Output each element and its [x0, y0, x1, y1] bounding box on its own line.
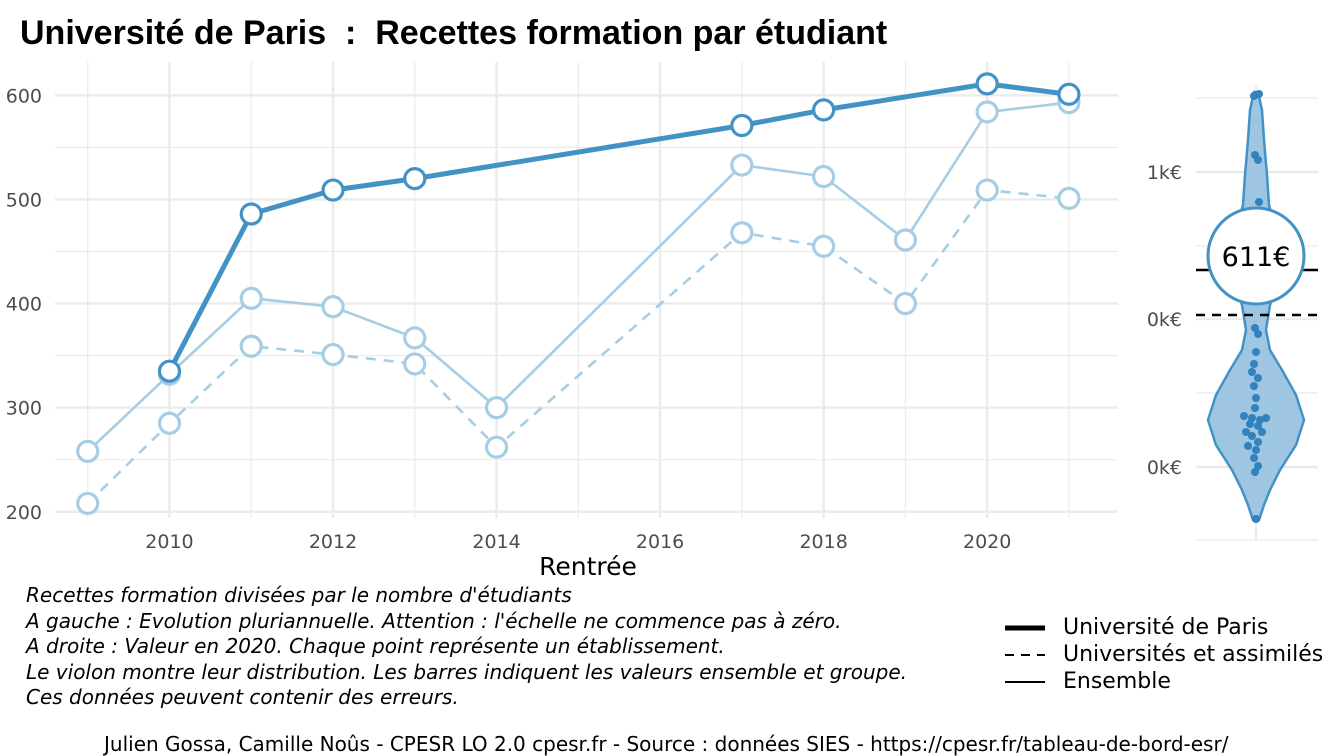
caption-line: A droite : Valeur en 2020. Chaque point …	[26, 634, 725, 658]
legend-item-universites: Universités et assimilés	[1005, 641, 1323, 668]
data-point	[975, 100, 999, 124]
violin-point	[1255, 198, 1263, 206]
data-point	[321, 295, 345, 319]
data-point	[730, 221, 754, 245]
caption-line: Recettes formation divisées par le nombr…	[26, 583, 572, 607]
data-point	[403, 352, 427, 376]
data-point	[321, 342, 345, 367]
caption-line: A gauche : Evolution pluriannuelle. Atte…	[26, 608, 842, 633]
violin-point	[1250, 92, 1258, 100]
data-point	[157, 411, 182, 435]
legend-label: Université de Paris	[1063, 615, 1269, 640]
y-tick-label: 300	[6, 398, 42, 420]
data-point	[1057, 186, 1081, 210]
chart-title: Université de Paris : Recettes formation…	[20, 14, 888, 52]
data-point	[812, 234, 836, 258]
violin-point	[1254, 422, 1262, 430]
violin-point	[1254, 330, 1262, 338]
data-point	[239, 286, 263, 310]
violin-point	[1240, 412, 1248, 420]
violin-point	[1250, 360, 1258, 368]
legend-item-ensemble: Ensemble	[1005, 668, 1323, 695]
data-point	[893, 228, 918, 252]
violin-tick-label: 1k€	[1147, 162, 1182, 184]
data-point	[975, 72, 999, 96]
violin-points	[1240, 90, 1270, 523]
violin-point	[1252, 348, 1260, 356]
data-point	[812, 164, 836, 189]
violin-point	[1252, 446, 1260, 454]
violin-point	[1252, 394, 1260, 402]
data-point	[1057, 82, 1081, 106]
caption-line: Ces données peuvent contenir des erreurs…	[26, 685, 459, 709]
data-point	[239, 334, 263, 358]
y-tick-label: 200	[6, 502, 42, 524]
violin-point	[1242, 428, 1250, 436]
legend-key-thick	[1005, 622, 1045, 634]
violin-point	[1262, 414, 1270, 422]
data-point	[239, 202, 263, 226]
violin-tick-label: 0k€	[1147, 309, 1182, 331]
violin-point	[1254, 374, 1262, 382]
violin-point	[1250, 382, 1258, 390]
data-point	[730, 113, 754, 138]
caption: Recettes formation divisées par le nombr…	[26, 583, 907, 711]
violin-point	[1251, 404, 1259, 412]
legend-label: Ensemble	[1063, 669, 1171, 694]
violin-point	[1254, 438, 1262, 446]
legend-item-universite: Université de Paris	[1005, 614, 1323, 641]
data-point	[76, 439, 100, 463]
data-point	[484, 396, 509, 420]
line-series-group	[76, 72, 1081, 516]
legend-key-dashed	[1005, 649, 1045, 661]
x-tick-label: 2014	[472, 531, 520, 553]
violin-panel: 1k€ 0k€ 0k€ 611€	[1147, 85, 1318, 541]
violin-point	[1244, 442, 1252, 450]
y-tick-label: 400	[6, 294, 42, 316]
violin-point	[1248, 432, 1256, 440]
highlight-label: 611€	[1222, 242, 1291, 273]
series-dashed	[76, 178, 1081, 516]
violin-point	[1252, 515, 1260, 523]
violin-point	[1248, 368, 1256, 376]
x-tick-label: 2012	[309, 531, 357, 553]
y-axis-ticks: 200 300 400 500 600	[6, 85, 42, 523]
violin-point	[1254, 156, 1262, 164]
violin-point	[1250, 454, 1258, 462]
data-point	[403, 167, 427, 191]
violin-point	[1258, 428, 1266, 436]
x-tick-label: 2020	[963, 531, 1011, 553]
violin-point	[1251, 324, 1259, 332]
x-tick-label: 2016	[636, 531, 684, 553]
series-thick-solid	[157, 72, 1081, 383]
data-point	[157, 359, 182, 383]
highlight-circle	[1206, 206, 1306, 306]
source-note: Julien Gossa, Camille Noûs - CPESR LO 2.…	[104, 732, 1229, 756]
caption-line: Le violon montre leur distribution. Les …	[26, 659, 907, 684]
data-point	[321, 178, 345, 202]
violin-y-ticks: 1k€ 0k€ 0k€	[1147, 162, 1182, 479]
data-point	[484, 435, 509, 459]
data-point	[893, 291, 918, 316]
y-tick-label: 500	[6, 189, 42, 211]
y-tick-label: 600	[6, 85, 42, 107]
data-point	[975, 178, 999, 202]
data-point	[812, 98, 836, 122]
violin-tick-label: 0k€	[1147, 457, 1182, 479]
legend-key-thin	[1005, 676, 1045, 688]
violin-point	[1251, 468, 1259, 476]
legend-label: Universités et assimilés	[1063, 642, 1324, 667]
x-tick-label: 2018	[799, 531, 847, 553]
data-point	[730, 153, 754, 177]
x-axis-title: Rentrée	[539, 552, 637, 581]
data-point	[403, 326, 427, 350]
violin-point	[1254, 462, 1262, 470]
violin-point	[1246, 420, 1254, 428]
x-tick-label: 2010	[145, 531, 193, 553]
x-axis-ticks: 2010 2012 2014 2016 2018 2020	[145, 531, 1011, 553]
series-line	[167, 81, 1070, 373]
data-point	[76, 491, 100, 516]
legend: Université de Paris Universités et assim…	[1005, 614, 1323, 695]
